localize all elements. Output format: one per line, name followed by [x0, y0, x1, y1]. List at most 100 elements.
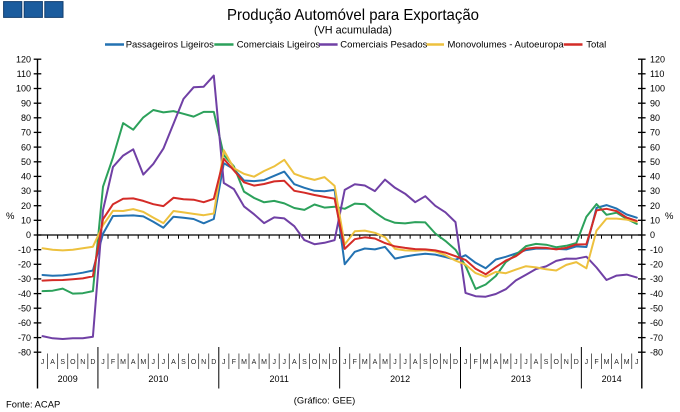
- svg-text:30: 30: [650, 186, 660, 196]
- svg-text:90: 90: [21, 98, 31, 108]
- svg-text:M: M: [140, 359, 146, 366]
- svg-text:-50: -50: [18, 303, 31, 313]
- svg-text:A: A: [373, 359, 378, 366]
- svg-text:O: O: [433, 359, 439, 366]
- svg-text:M: M: [120, 359, 126, 366]
- svg-text:O: O: [553, 359, 559, 366]
- svg-text:M: M: [503, 359, 509, 366]
- svg-text:Passageiros Ligeiros: Passageiros Ligeiros: [126, 40, 214, 51]
- svg-text:O: O: [70, 359, 76, 366]
- svg-text:40: 40: [650, 172, 660, 182]
- svg-text:2011: 2011: [270, 374, 289, 384]
- svg-text:A: A: [614, 359, 619, 366]
- svg-text:%: %: [665, 211, 674, 222]
- svg-text:F: F: [232, 359, 236, 366]
- svg-text:S: S: [423, 359, 428, 366]
- svg-text:A: A: [252, 359, 257, 366]
- svg-text:M: M: [624, 359, 630, 366]
- svg-text:Comerciais Ligeiros: Comerciais Ligeiros: [237, 40, 321, 51]
- svg-text:100: 100: [650, 84, 665, 94]
- svg-text:J: J: [343, 359, 347, 366]
- svg-text:O: O: [312, 359, 318, 366]
- svg-text:(Gráfico: GEE): (Gráfico: GEE): [294, 395, 355, 406]
- svg-text:S: S: [60, 359, 65, 366]
- svg-text:110: 110: [650, 69, 664, 79]
- svg-text:N: N: [443, 359, 448, 366]
- svg-text:2012: 2012: [390, 374, 410, 384]
- svg-text:A: A: [413, 359, 418, 366]
- svg-text:120: 120: [650, 54, 665, 64]
- svg-text:2010: 2010: [148, 374, 168, 384]
- svg-text:M: M: [382, 359, 388, 366]
- svg-text:M: M: [483, 359, 489, 366]
- svg-text:F: F: [473, 359, 477, 366]
- svg-text:F: F: [111, 359, 115, 366]
- svg-text:-10: -10: [650, 245, 663, 255]
- svg-text:Monovolumes - Autoeuropa: Monovolumes - Autoeuropa: [448, 40, 565, 51]
- svg-text:J: J: [152, 359, 156, 366]
- svg-text:60: 60: [21, 142, 31, 152]
- svg-text:10: 10: [650, 216, 660, 226]
- svg-text:Produção Automóvel para Export: Produção Automóvel para Exportação: [227, 7, 479, 24]
- svg-text:J: J: [403, 359, 407, 366]
- svg-text:J: J: [222, 359, 226, 366]
- svg-text:O: O: [191, 359, 197, 366]
- svg-text:N: N: [201, 359, 206, 366]
- svg-text:J: J: [162, 359, 166, 366]
- svg-text:M: M: [241, 359, 247, 366]
- svg-text:-60: -60: [650, 318, 663, 328]
- svg-text:-30: -30: [18, 274, 31, 284]
- svg-text:%: %: [6, 211, 15, 222]
- svg-text:D: D: [211, 359, 216, 366]
- svg-text:20: 20: [650, 201, 660, 211]
- svg-text:M: M: [362, 359, 368, 366]
- svg-text:100: 100: [16, 84, 31, 94]
- svg-text:D: D: [453, 359, 458, 366]
- svg-text:80: 80: [21, 113, 31, 123]
- svg-text:N: N: [80, 359, 85, 366]
- svg-text:J: J: [524, 359, 528, 366]
- svg-text:10: 10: [21, 216, 31, 226]
- svg-text:40: 40: [21, 172, 31, 182]
- svg-text:S: S: [302, 359, 307, 366]
- svg-text:Fonte: ACAP: Fonte: ACAP: [6, 399, 60, 410]
- svg-text:N: N: [322, 359, 327, 366]
- svg-text:-70: -70: [650, 333, 663, 343]
- svg-text:0: 0: [650, 230, 655, 240]
- svg-text:70: 70: [21, 128, 31, 138]
- svg-text:-20: -20: [650, 260, 663, 270]
- svg-text:A: A: [131, 359, 136, 366]
- svg-text:70: 70: [650, 128, 660, 138]
- svg-text:Comerciais Pesados: Comerciais Pesados: [340, 40, 427, 51]
- svg-text:20: 20: [21, 201, 31, 211]
- svg-text:J: J: [635, 359, 639, 366]
- svg-text:30: 30: [21, 186, 31, 196]
- svg-text:M: M: [604, 359, 610, 366]
- svg-text:J: J: [514, 359, 518, 366]
- svg-text:-70: -70: [18, 333, 31, 343]
- svg-text:-60: -60: [18, 318, 31, 328]
- svg-text:50: 50: [650, 157, 660, 167]
- svg-text:S: S: [544, 359, 549, 366]
- svg-text:M: M: [261, 359, 267, 366]
- svg-text:-80: -80: [18, 347, 31, 357]
- svg-text:J: J: [101, 359, 105, 366]
- svg-text:80: 80: [650, 113, 660, 123]
- svg-text:-30: -30: [650, 274, 663, 284]
- svg-text:A: A: [50, 359, 55, 366]
- svg-text:J: J: [585, 359, 589, 366]
- svg-text:(VH acumulada): (VH acumulada): [314, 25, 392, 37]
- svg-text:J: J: [272, 359, 276, 366]
- svg-text:90: 90: [650, 98, 660, 108]
- svg-text:0: 0: [26, 230, 31, 240]
- svg-text:J: J: [41, 359, 45, 366]
- svg-text:Total: Total: [586, 40, 606, 51]
- svg-text:A: A: [292, 359, 297, 366]
- svg-text:50: 50: [21, 157, 31, 167]
- svg-text:J: J: [464, 359, 468, 366]
- svg-text:60: 60: [650, 142, 660, 152]
- svg-text:-40: -40: [18, 289, 31, 299]
- svg-text:2009: 2009: [58, 374, 78, 384]
- svg-text:A: A: [534, 359, 539, 366]
- svg-text:D: D: [332, 359, 337, 366]
